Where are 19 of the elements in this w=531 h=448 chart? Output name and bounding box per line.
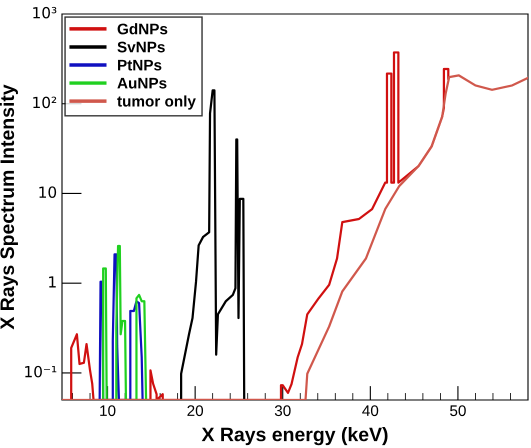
y-tick-label: 10⁻¹: [25, 366, 56, 378]
y-tick-label: 10³: [33, 6, 56, 18]
legend-label: GdNPs: [118, 23, 168, 34]
line-series: [102, 244, 148, 400]
line-series: [98, 253, 144, 400]
x-tick-label: 30: [274, 405, 291, 416]
legend-label: tumor only: [117, 95, 196, 110]
x-tick-label: 50: [450, 405, 466, 416]
x-axis-title: X Rays energy (keV): [202, 427, 388, 446]
y-tick-label: 10²: [33, 96, 56, 108]
legend-label: PtNPs: [118, 60, 162, 71]
y-tick-label: 1: [49, 276, 56, 288]
legend-label: SvNPs: [117, 42, 165, 52]
y-axis-title: X Rays Spectrum Intensity: [0, 84, 18, 330]
legend-label: AuNPs: [117, 78, 166, 89]
x-tick-label: 10: [100, 405, 116, 416]
x-tick-label: 40: [362, 405, 378, 416]
y-tick-label: 10: [39, 186, 56, 198]
x-tick-label: 20: [187, 405, 204, 416]
